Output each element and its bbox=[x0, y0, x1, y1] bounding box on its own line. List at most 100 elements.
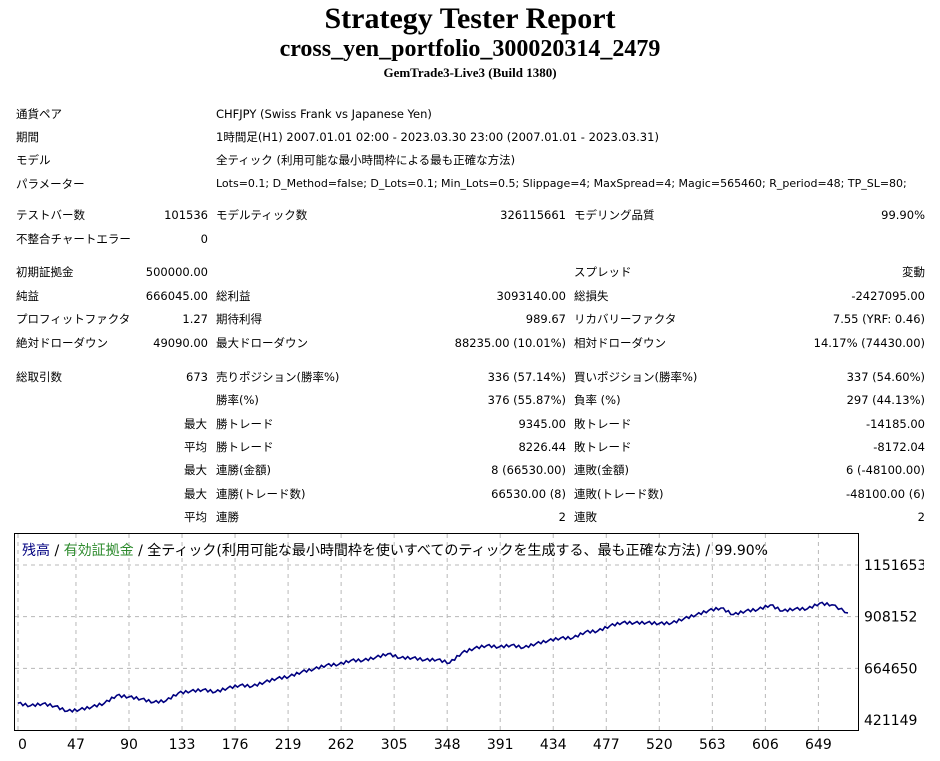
legend-sep: / bbox=[50, 543, 64, 559]
gross-profit-value: 3093140.00 bbox=[496, 289, 566, 303]
lossrate-label: 負率 (%) bbox=[574, 393, 621, 407]
deposit-value: 500000.00 bbox=[145, 265, 208, 279]
chart-grid bbox=[15, 534, 858, 730]
avg-loss-value: -8172.04 bbox=[873, 440, 925, 454]
avg-cons-losses-value: 2 bbox=[917, 510, 925, 524]
max-loss-value: -14185.00 bbox=[865, 417, 925, 431]
recovery-value: 7.55 (YRF: 0.46) bbox=[832, 312, 925, 326]
legend-equity: 有効証拠金 bbox=[64, 543, 134, 559]
net-value: 666045.00 bbox=[145, 289, 208, 303]
x-tick-label: 606 bbox=[752, 737, 779, 753]
balance-line bbox=[17, 601, 849, 713]
avg-cons-wins-label: 連勝 bbox=[216, 510, 239, 524]
quality-value: 99.90% bbox=[881, 208, 925, 222]
server-build: GemTrade3-Live3 (Build 1380) bbox=[383, 65, 557, 80]
avg-cons-losses-label: 連敗 bbox=[574, 510, 597, 524]
max-win-value: 9345.00 bbox=[518, 417, 566, 431]
y-tick-label: 664650 bbox=[864, 661, 917, 677]
report-subtitle: cross_yen_portfolio_300020314_2479 bbox=[279, 36, 661, 62]
pf-label: プロフィットファクタ bbox=[16, 312, 131, 326]
avg-win-value: 8226.44 bbox=[518, 440, 566, 454]
x-tick-label: 90 bbox=[120, 737, 138, 753]
period-value: 1時間足(H1) 2007.01.01 02:00 - 2023.03.30 2… bbox=[216, 130, 659, 144]
abs-dd-label: 絶対ドローダウン bbox=[16, 336, 108, 350]
cons-wins-count-label: 連勝(トレード数) bbox=[216, 487, 306, 501]
max-dd-value: 88235.00 (10.01%) bbox=[454, 336, 566, 350]
x-tick-label: 348 bbox=[434, 737, 461, 753]
x-tick-label: 391 bbox=[487, 737, 514, 753]
avg-loss-label: 敗トレード bbox=[574, 440, 632, 454]
max-label: 最大 bbox=[184, 463, 207, 477]
avg-label: 平均 bbox=[184, 510, 207, 524]
max-dd-label: 最大ドローダウン bbox=[216, 336, 308, 350]
errors-value: 0 bbox=[200, 232, 208, 246]
lossrate-value: 297 (44.13%) bbox=[846, 393, 925, 407]
abs-dd-value: 49090.00 bbox=[153, 336, 208, 350]
report-title: Strategy Tester Report bbox=[324, 2, 616, 35]
x-tick-label: 520 bbox=[646, 737, 673, 753]
winrate-label: 勝率(%) bbox=[216, 393, 259, 407]
cons-losses-count-value: -48100.00 (6) bbox=[846, 487, 925, 501]
legend-description: / 全ティック(利用可能な最小時間枠を使いすべてのティックを生成する、最も正確な… bbox=[134, 542, 768, 559]
x-tick-label: 563 bbox=[699, 737, 726, 753]
cons-losses-money-label: 連敗(金額) bbox=[574, 463, 629, 477]
rel-dd-label: 相対ドローダウン bbox=[574, 336, 666, 350]
params-label: パラメーター bbox=[16, 177, 85, 191]
x-tick-label: 262 bbox=[328, 737, 355, 753]
legend-balance: 残高 bbox=[22, 542, 50, 559]
cons-wins-money-label: 連勝(金額) bbox=[216, 463, 271, 477]
spread-label: スプレッド bbox=[574, 265, 632, 279]
model-label: モデル bbox=[16, 153, 51, 167]
expected-value: 989.67 bbox=[525, 312, 566, 326]
bars-label: テストバー数 bbox=[16, 208, 85, 222]
max-win-label: 勝トレード bbox=[216, 417, 274, 431]
max-label: 最大 bbox=[184, 417, 207, 431]
expected-label: 期待利得 bbox=[216, 312, 262, 326]
x-tick-label: 219 bbox=[275, 737, 302, 753]
y-tick-label: 421149 bbox=[864, 713, 917, 729]
x-tick-label: 176 bbox=[222, 737, 249, 753]
short-value: 336 (57.14%) bbox=[487, 370, 566, 384]
long-value: 337 (54.60%) bbox=[846, 370, 925, 384]
net-label: 純益 bbox=[16, 289, 39, 303]
x-tick-label: 47 bbox=[67, 737, 85, 753]
gross-profit-label: 総利益 bbox=[216, 289, 251, 303]
pf-value: 1.27 bbox=[182, 312, 208, 326]
spread-value: 変動 bbox=[902, 265, 925, 279]
y-axis: 1151653 908152 664650 421149 bbox=[864, 558, 924, 729]
params-value: Lots=0.1; D_Method=false; D_Lots=0.1; Mi… bbox=[216, 177, 907, 190]
winrate-value: 376 (55.87%) bbox=[487, 393, 566, 407]
chart-legend: 残高 / 有効証拠金 / 全ティック(利用可能な最小時間枠を使いすべてのティック… bbox=[22, 542, 768, 559]
cons-losses-money-value: 6 (-48100.00) bbox=[846, 463, 925, 477]
long-label: 買いポジション(勝率%) bbox=[574, 370, 698, 384]
x-tick-label: 477 bbox=[593, 737, 620, 753]
cons-losses-count-label: 連敗(トレード数) bbox=[574, 487, 664, 501]
x-tick-label: 133 bbox=[169, 737, 196, 753]
cons-wins-money-value: 8 (66530.00) bbox=[491, 463, 566, 477]
trades-label: 総取引数 bbox=[16, 370, 62, 384]
x-tick-label: 434 bbox=[540, 737, 567, 753]
deposit-label: 初期証拠金 bbox=[16, 265, 74, 279]
ticks-label: モデルティック数 bbox=[216, 208, 308, 222]
period-label: 期間 bbox=[16, 130, 39, 144]
model-value: 全ティック (利用可能な最小時間枠による最も正確な方法) bbox=[216, 153, 516, 167]
max-loss-label: 敗トレード bbox=[574, 417, 632, 431]
gross-loss-label: 総損失 bbox=[574, 289, 609, 303]
short-label: 売りポジション(勝率%) bbox=[216, 370, 340, 384]
ticks-value: 326115661 bbox=[500, 208, 566, 222]
y-tick-label: 1151653 bbox=[864, 558, 924, 574]
avg-win-label: 勝トレード bbox=[216, 440, 274, 454]
x-tick-label: 649 bbox=[805, 737, 832, 753]
bars-value: 101536 bbox=[164, 208, 208, 222]
avg-label: 平均 bbox=[184, 440, 207, 454]
balance-chart: 1151653 908152 664650 421149 0 47 90 133 176 219… bbox=[14, 533, 924, 753]
errors-label: 不整合チャートエラー bbox=[16, 232, 131, 246]
x-tick-label: 305 bbox=[381, 737, 408, 753]
avg-cons-wins-value: 2 bbox=[558, 510, 566, 524]
rel-dd-value: 14.17% (74430.00) bbox=[813, 336, 925, 350]
recovery-label: リカバリーファクタ bbox=[574, 312, 677, 326]
gross-loss-value: -2427095.00 bbox=[851, 289, 925, 303]
max-label: 最大 bbox=[184, 487, 207, 501]
cons-wins-count-value: 66530.00 (8) bbox=[491, 487, 566, 501]
symbol-label: 通貨ペア bbox=[16, 107, 62, 121]
